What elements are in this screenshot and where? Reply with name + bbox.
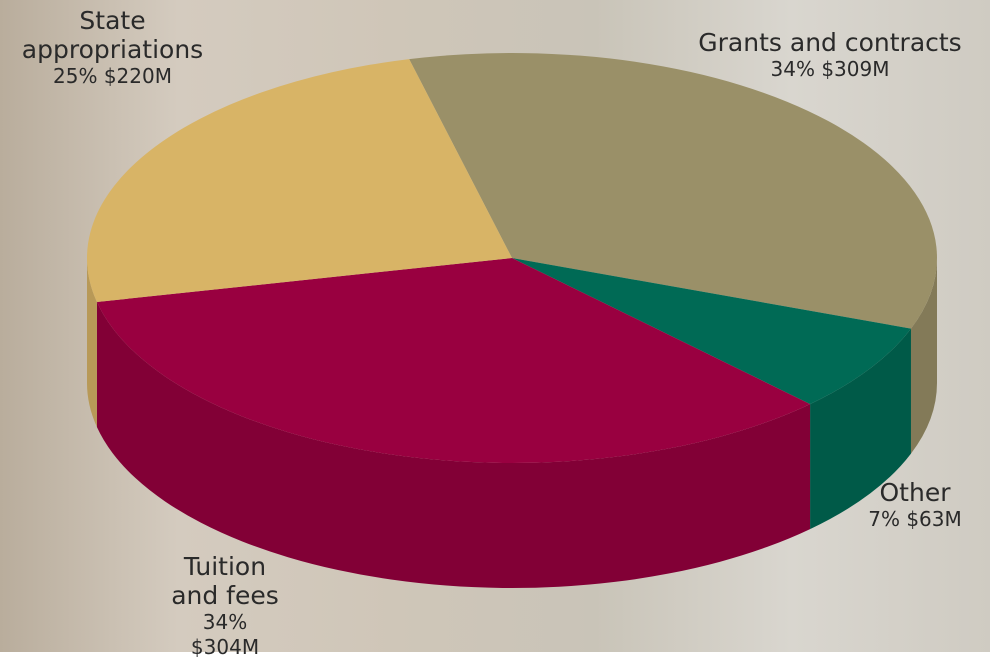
slice-side [96,301,811,588]
slice [87,59,513,302]
category-label: Other [879,478,951,507]
value-label: 34% $309M [770,57,890,81]
value-label: 34% $304M [190,610,260,659]
value-label: 7% $63M [868,507,962,531]
slice [409,52,937,329]
value-label: 25% $220M [53,64,172,88]
slice-side [810,328,911,530]
slice-label: State appropriations 25% $220M [0,6,225,89]
slice [512,258,911,405]
category-label: State appropriations [21,6,204,64]
slice [96,258,811,463]
slice-side [910,258,937,454]
slice-label: Other 7% $63M [850,478,980,532]
category-label: Tuition and fees [171,552,279,610]
slice-label: Tuition and fees 34% $304M [170,552,280,660]
slice-side [87,258,97,427]
category-label: Grants and contracts [698,28,962,57]
slice-label: Grants and contracts 34% $309M [660,28,990,82]
